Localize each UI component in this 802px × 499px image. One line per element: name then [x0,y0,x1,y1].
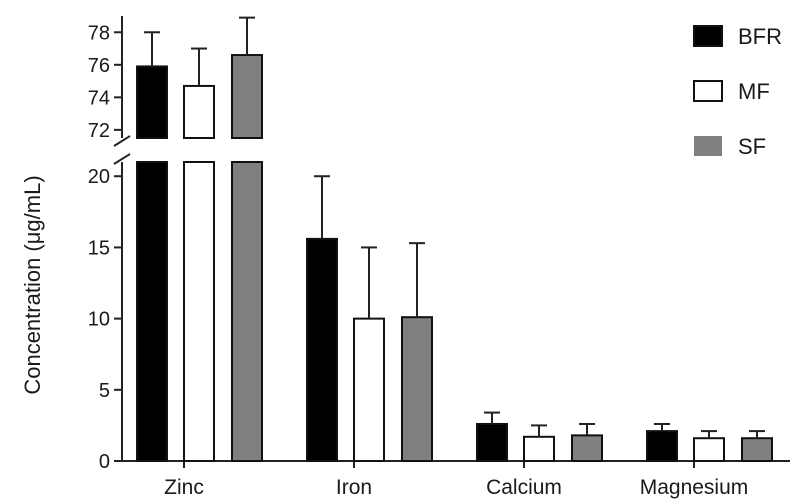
bar-zinc-sf-upper [231,54,263,139]
bar-zinc-sf-lower [231,161,263,462]
y-tick-0-label: 0 [99,451,110,473]
legend-label-sf: SF [738,134,766,159]
y-tick-5-label: 5 [99,380,110,402]
bar-zinc-mf-upper [183,84,215,139]
y-tick-20-label: 20 [88,166,110,188]
axes: 0 5 10 15 20 72 74 76 78 Zinc Iron Calcium Magnesium [88,16,790,499]
bar-magnesium-sf [741,437,773,463]
y-tick-76-label: 76 [88,55,110,77]
y-axis-label: Concentration (μg/mL) [20,175,45,394]
legend-swatch-mf [693,80,723,102]
bar-magnesium-bfr [646,430,678,463]
y-tick-15-label: 15 [88,237,110,259]
y-tick-10-label: 10 [88,309,110,331]
bar-calcium-mf [523,435,555,462]
y-tick-78-label: 78 [88,22,110,44]
x-label-calcium: Calcium [486,476,562,499]
error-bars [144,16,765,439]
bar-calcium-bfr [476,422,508,463]
legend-swatch-bfr [693,25,723,47]
bar-iron-bfr [306,237,338,462]
legend-swatch-sf [694,136,722,156]
bars [136,54,773,463]
bar-magnesium-mf [693,437,725,463]
x-label-magnesium: Magnesium [640,476,749,499]
y-tick-74-label: 74 [88,87,110,109]
legend-label-mf: MF [738,79,770,104]
bar-iron-sf [401,316,433,463]
x-label-zinc: Zinc [164,476,204,499]
bar-zinc-mf-lower [183,161,215,462]
axis-break-mark-bottom [113,153,131,165]
x-label-iron: Iron [336,476,372,499]
axis-break-mark-top [113,135,131,147]
legend: BFR MF SF [693,24,782,159]
bar-calcium-sf [571,434,603,462]
bar-zinc-bfr-lower [136,161,168,462]
y-tick-72-label: 72 [88,120,110,142]
legend-label-bfr: BFR [738,24,782,49]
bar-zinc-bfr-upper [136,65,168,139]
bar-iron-mf [353,317,385,462]
